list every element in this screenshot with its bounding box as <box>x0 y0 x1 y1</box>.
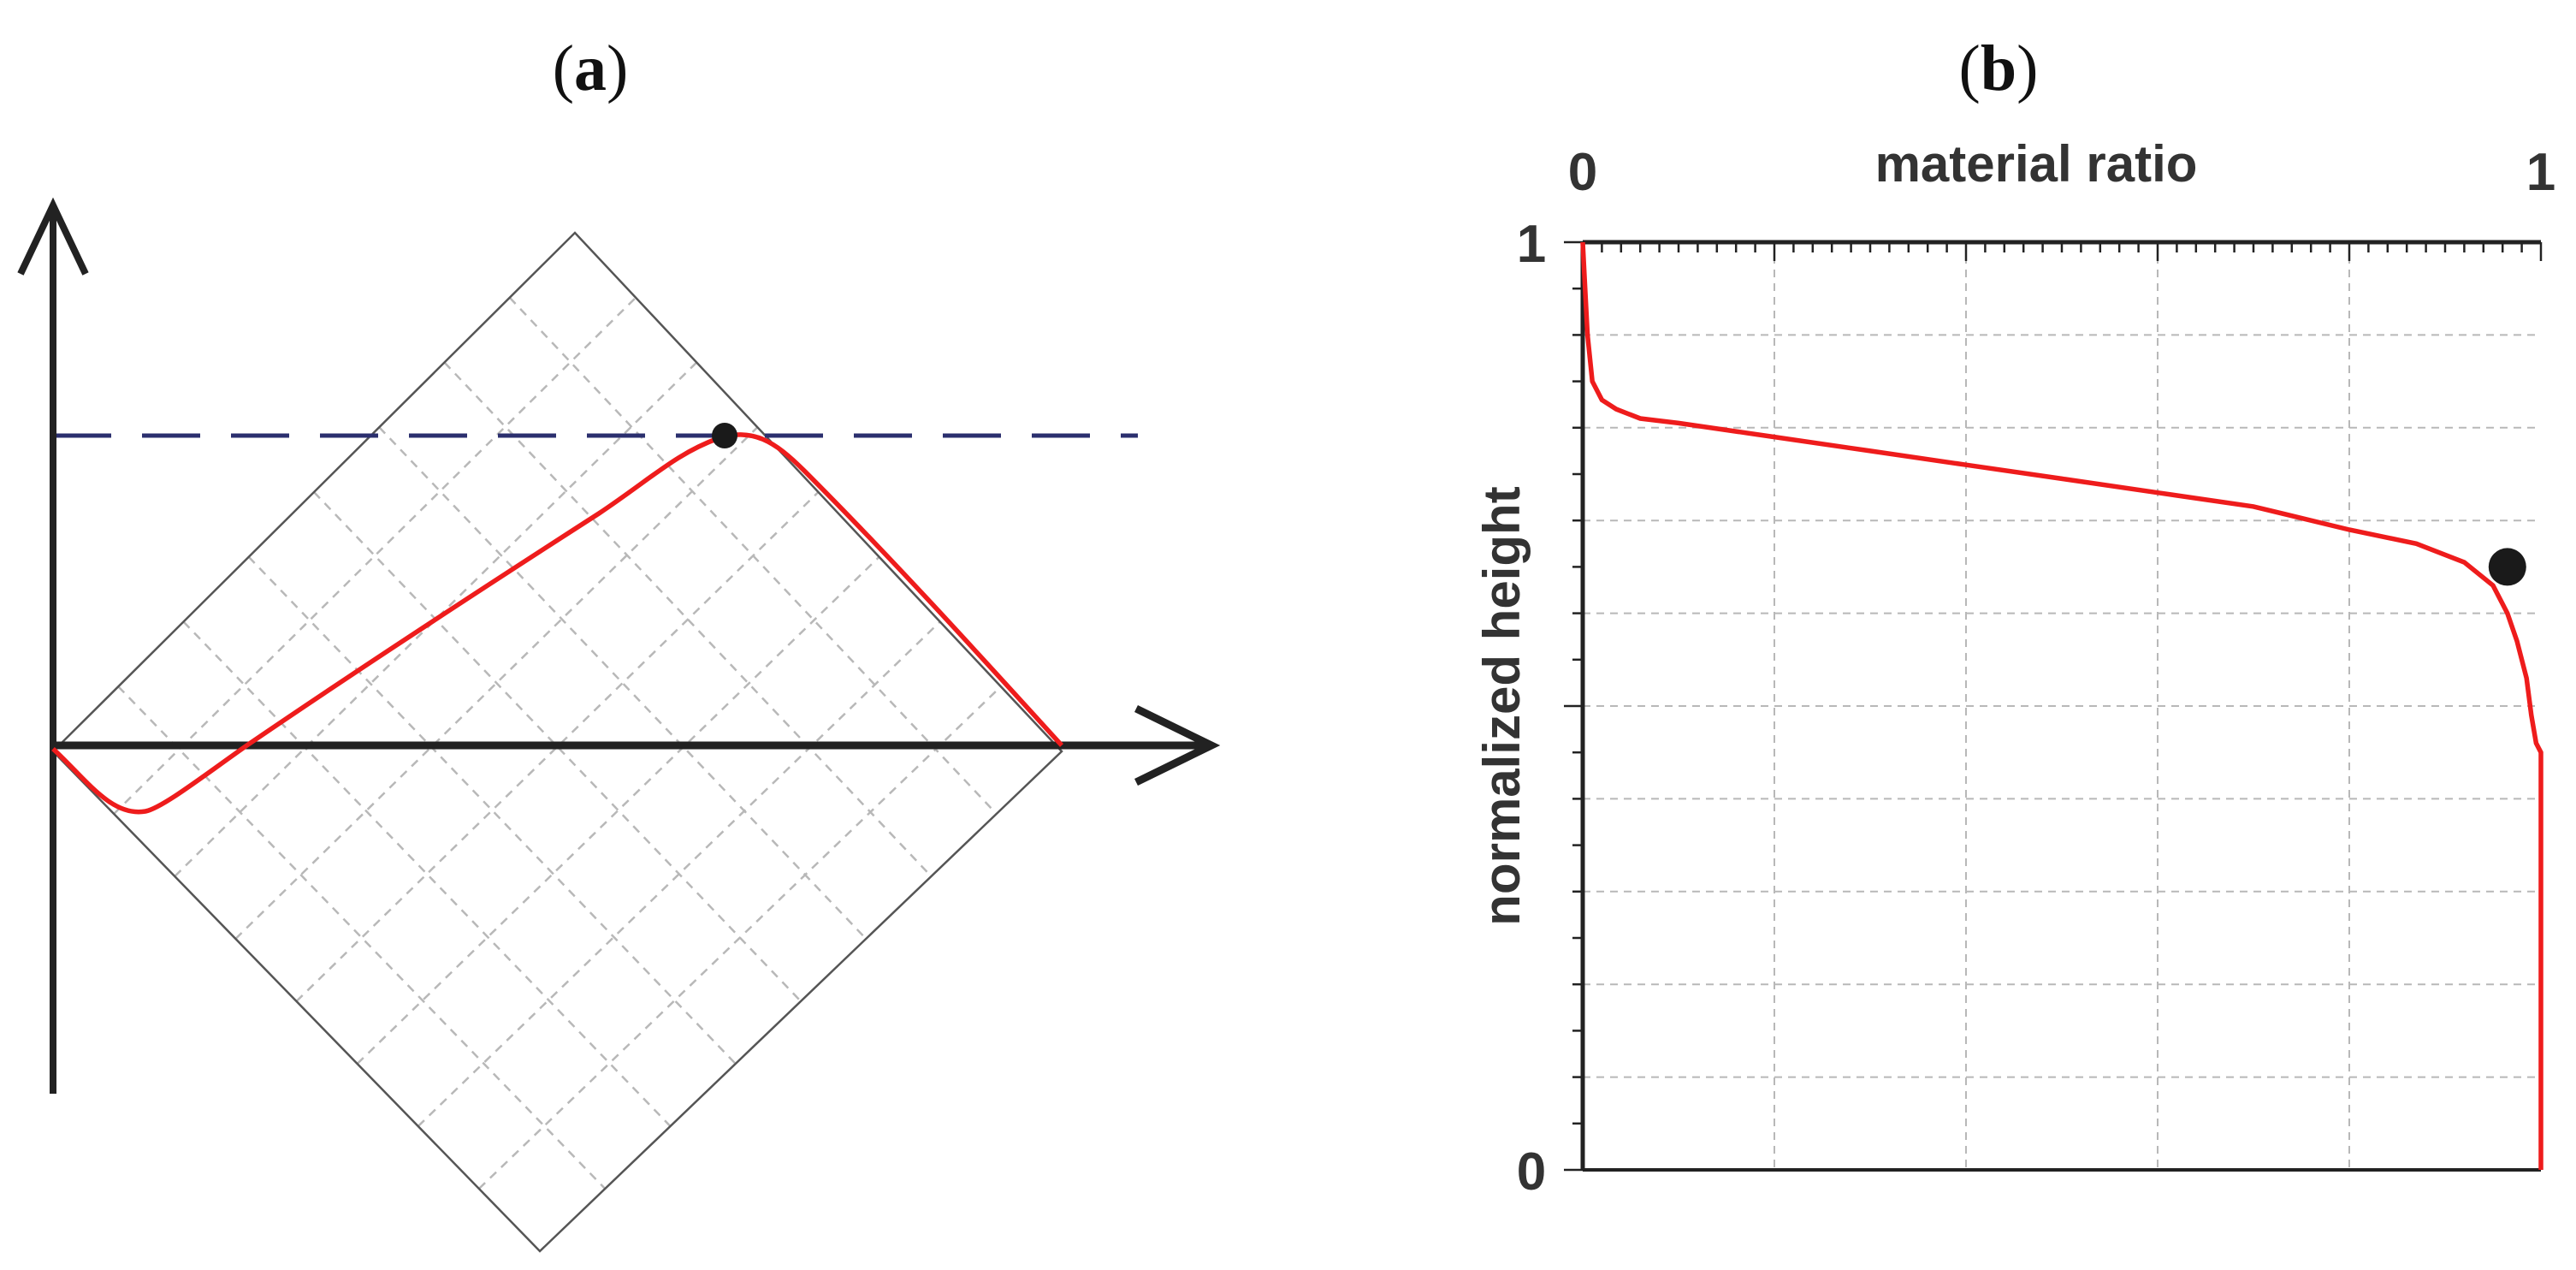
panel-b-x-axis-title: material ratio <box>1875 135 2198 193</box>
panel-a-grid-line-ascending-5 <box>356 555 880 1065</box>
panel-a-label-letter: a <box>574 33 607 104</box>
panel-b-y-tick-label-0: 0 <box>1517 1142 1546 1202</box>
panel-a-peak-marker <box>712 423 737 448</box>
panel-b-x-tick-label-1: 1 <box>2526 143 2555 202</box>
panel-a-grid-line-descending-2 <box>182 620 672 1127</box>
panel-b-label-close: ) <box>2016 33 2038 104</box>
panel-b-label-letter: b <box>1981 33 2016 104</box>
panel-a-grid-line-descending-5 <box>378 426 868 940</box>
panel-a-grid-line-descending-6 <box>443 361 933 877</box>
panel-a-label-open: ( <box>553 33 574 104</box>
panel-b-x-tick-label-0: 0 <box>1568 143 1597 202</box>
panel-b-marker <box>2488 548 2526 586</box>
panel-a-label-close: ) <box>607 33 628 104</box>
panel-a-grid-line-descending-7 <box>508 296 998 815</box>
panel-a-y-axis-arrowhead <box>17 197 89 276</box>
panel-b-grid <box>1583 242 2541 1170</box>
panel-a-grid-line-descending-4 <box>313 491 802 1002</box>
panel-b-label-open: ( <box>1959 33 1981 104</box>
panel-a-label: (a) <box>553 33 629 104</box>
panel-a-grid-line-ascending-3 <box>234 426 759 940</box>
panel-a-profile-curve <box>51 432 1064 815</box>
panel-b-material-ratio-curve <box>1580 241 2543 1170</box>
panel-a-diamond-outline <box>51 231 1063 1253</box>
panel-b-label: (b) <box>1959 33 2039 104</box>
panel-a-grid-line-ascending-1 <box>113 296 637 815</box>
panel-a-x-axis-arrowhead <box>1134 704 1221 786</box>
panel-b-y-tick-label-1: 1 <box>1517 215 1546 274</box>
panel-a-grid-line-descending-1 <box>117 685 607 1190</box>
panel-b-y-axis-title: normalized height <box>1473 486 1531 925</box>
panel-a-grid-line-descending-3 <box>247 555 737 1065</box>
panel-a-diagonal-grid <box>113 296 1002 1190</box>
panel-a: (a) <box>17 33 1221 1253</box>
panel-a-grid-line-ascending-4 <box>295 491 820 1002</box>
panel-a-grid-line-ascending-6 <box>417 620 941 1127</box>
panel-b: (b) 0 1 1 0 material ratio normalized he… <box>1473 33 2555 1202</box>
